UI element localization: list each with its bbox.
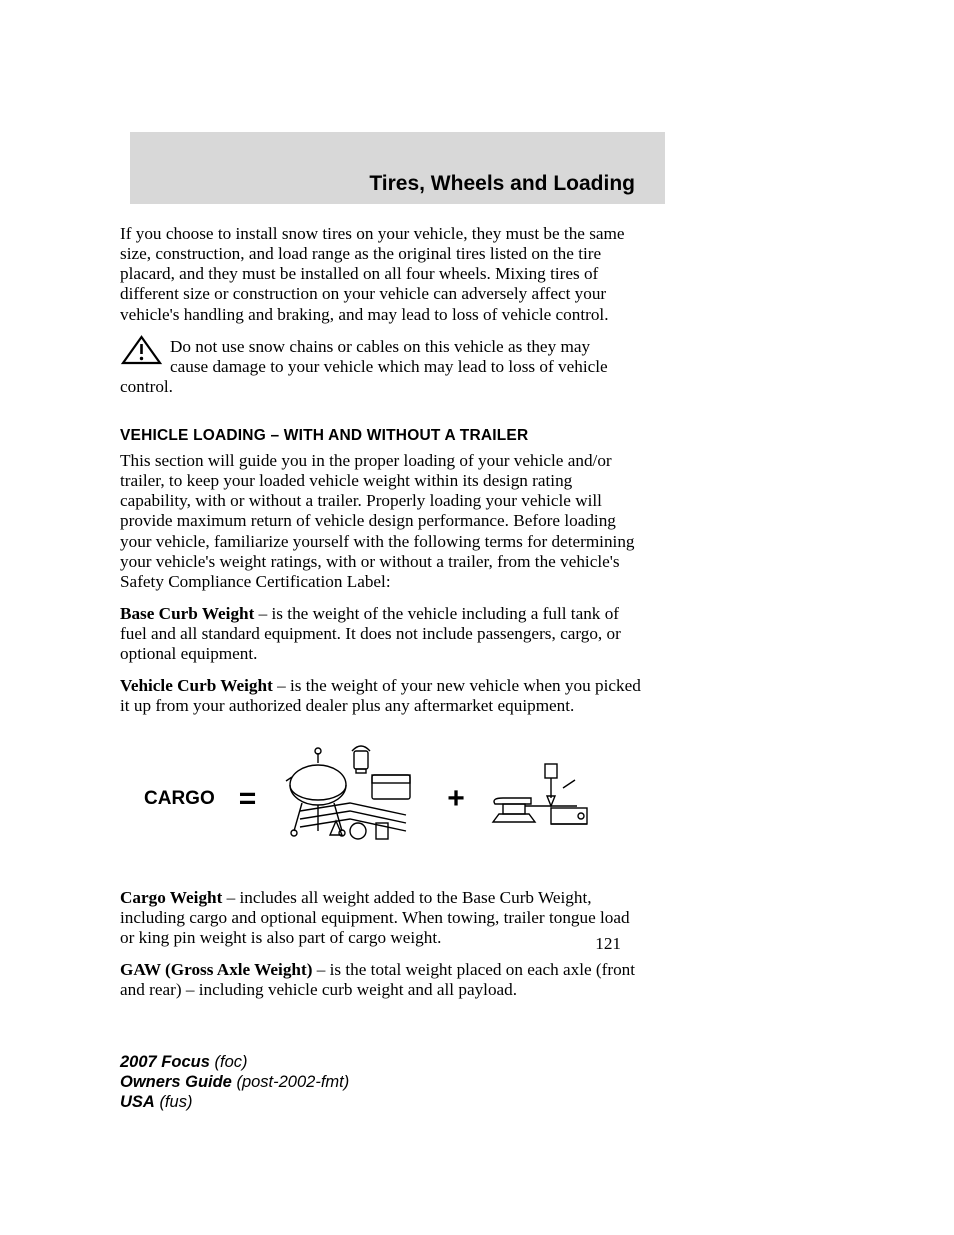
cargo-label: CARGO (144, 788, 215, 810)
footer-region-code: (fus) (159, 1093, 192, 1111)
warning-box: Do not use snow chains or cables on this… (120, 337, 643, 397)
warning-text: Do not use snow chains or cables on this… (120, 337, 643, 397)
footer-guide-code: (post-2002-fmt) (236, 1073, 349, 1091)
term-cargo-weight: Cargo Weight – includes all weight added… (120, 888, 643, 948)
term-vehicle-curb: Vehicle Curb Weight – is the weight of y… (120, 676, 643, 716)
plus-sign: + (447, 782, 465, 816)
page-content: If you choose to install snow tires on y… (120, 224, 643, 1012)
term-label: Cargo Weight (120, 888, 222, 907)
footer-region: USA (120, 1093, 155, 1111)
footer-model: 2007 Focus (120, 1053, 210, 1071)
term-label: Vehicle Curb Weight (120, 676, 273, 695)
camping-gear-illustration (280, 745, 423, 854)
page-number: 121 (595, 934, 621, 954)
footer-model-code: (foc) (214, 1053, 247, 1071)
footer-region-line: USA (fus) (120, 1092, 349, 1112)
chapter-header-band: Tires, Wheels and Loading (130, 132, 665, 204)
snow-tires-paragraph: If you choose to install snow tires on y… (120, 224, 643, 325)
footer: 2007 Focus (foc) Owners Guide (post-2002… (120, 1052, 349, 1112)
footer-model-line: 2007 Focus (foc) (120, 1052, 349, 1072)
term-base-curb: Base Curb Weight – is the weight of the … (120, 604, 643, 664)
machinery-illustration (489, 758, 599, 841)
warning-triangle-icon (120, 335, 163, 365)
footer-guide: Owners Guide (120, 1073, 232, 1091)
equals-sign: = (239, 782, 257, 816)
chapter-title: Tires, Wheels and Loading (369, 172, 635, 196)
footer-guide-line: Owners Guide (post-2002-fmt) (120, 1072, 349, 1092)
term-label: GAW (Gross Axle Weight) (120, 960, 312, 979)
warning-line-3: control. (120, 377, 173, 396)
term-gaw: GAW (Gross Axle Weight) – is the total w… (120, 960, 643, 1000)
cargo-diagram: CARGO = (120, 745, 643, 854)
term-label: Base Curb Weight (120, 604, 254, 623)
warning-line-1: Do not use snow chains or cables on this… (170, 337, 590, 356)
section-intro: This section will guide you in the prope… (120, 451, 643, 592)
section-heading: VEHICLE LOADING – WITH AND WITHOUT A TRA… (120, 427, 643, 445)
warning-line-2: cause damage to your vehicle which may l… (170, 357, 608, 376)
